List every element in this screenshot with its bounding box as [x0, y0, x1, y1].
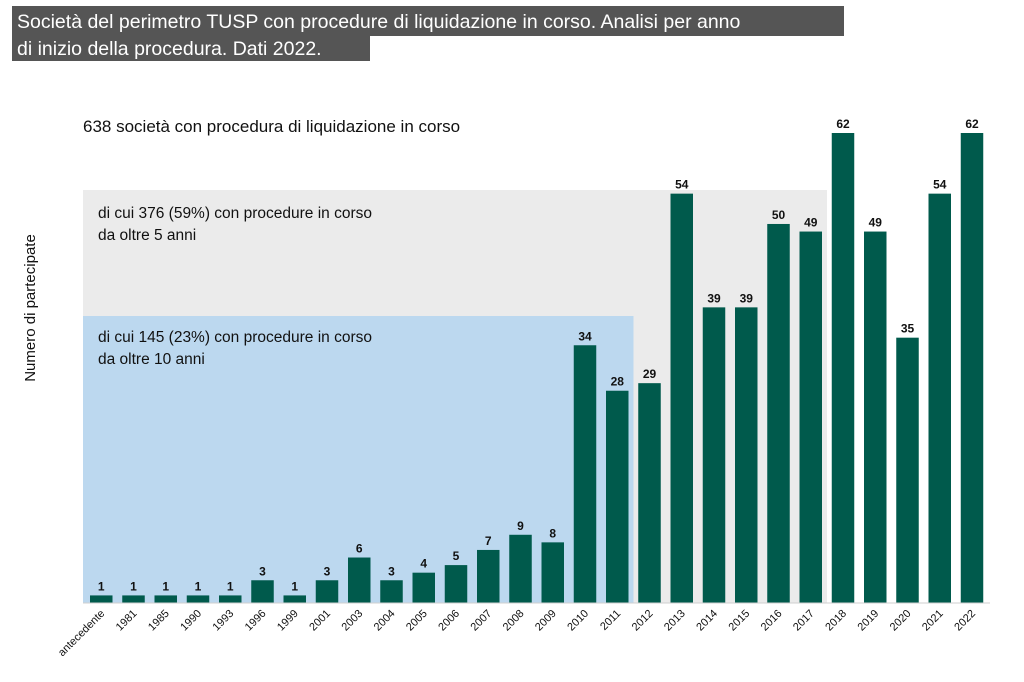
value-label-2008: 9 [517, 519, 524, 533]
x-tick-label-2007: 2007 [469, 608, 495, 634]
bar-2010 [573, 345, 597, 603]
x-tick-label-2015: 2015 [727, 608, 753, 634]
bar-2013 [670, 193, 693, 604]
x-tick-label-2016: 2016 [759, 608, 785, 634]
x-tick-label-2014: 2014 [694, 608, 720, 634]
x-tick-label-1993: 1993 [211, 608, 237, 634]
bar-antecedente [90, 595, 113, 603]
title-background-1 [12, 6, 844, 36]
bar-2022 [960, 133, 984, 603]
bar-2001 [315, 580, 339, 603]
bar-1996 [251, 580, 274, 603]
annotation-5y-line-1: di cui 376 (59%) con procedure in corso [98, 205, 372, 222]
value-label-2004: 3 [388, 564, 395, 578]
value-label-2010: 34 [578, 329, 592, 343]
bar-2020 [896, 337, 919, 603]
value-label-2012: 29 [643, 367, 657, 381]
bar-1985 [154, 595, 177, 603]
x-tick-label-2001: 2001 [307, 608, 333, 634]
bar-1993 [219, 595, 242, 603]
chart-title-line-1: Società del perimetro TUSP con procedure… [17, 11, 741, 33]
value-label-2015: 39 [740, 291, 754, 305]
value-label-2017: 49 [804, 216, 818, 230]
value-label-2018: 62 [836, 117, 850, 131]
value-label-antecedente: 1 [98, 579, 105, 593]
value-label-1985: 1 [162, 579, 169, 593]
value-label-2022: 62 [965, 117, 979, 131]
bar-2018 [831, 133, 855, 603]
x-tick-label-1999: 1999 [275, 608, 301, 634]
x-tick-label-2009: 2009 [533, 608, 559, 634]
x-tick-label-2008: 2008 [501, 608, 527, 634]
bar-2021 [928, 193, 951, 604]
value-label-2005: 4 [420, 557, 427, 571]
x-tick-label-1985: 1985 [146, 608, 172, 634]
x-tick-label-2005: 2005 [404, 608, 430, 634]
value-label-1990: 1 [195, 579, 202, 593]
chart-title-line-2: di inizio della procedura. Dati 2022. [17, 38, 322, 60]
bar-2009 [541, 542, 564, 603]
x-tick-labels-group: antecedente 1981 1985 1990 1993 1996 1999 2001 2… [56, 608, 978, 659]
x-tick-label-2003: 2003 [340, 608, 366, 634]
x-tick-label-1981: 1981 [114, 608, 140, 634]
bar-2008 [509, 534, 532, 603]
value-label-2019: 49 [869, 216, 883, 230]
x-tick-label-2017: 2017 [791, 608, 817, 634]
x-tick-label-2006: 2006 [436, 608, 462, 634]
value-label-2001: 3 [324, 564, 331, 578]
value-label-2020: 35 [901, 322, 915, 336]
x-tick-label-2013: 2013 [662, 608, 688, 634]
x-tick-label-1996: 1996 [243, 608, 269, 634]
bar-2014 [702, 307, 726, 603]
bar-1981 [122, 595, 145, 603]
bar-2003 [348, 557, 371, 603]
chart-subtitle: 638 società con procedura di liquidazion… [83, 117, 460, 136]
value-label-1996: 3 [259, 564, 266, 578]
x-tick-label-2004: 2004 [372, 608, 398, 634]
bar-2004 [380, 580, 403, 603]
bar-2019 [864, 231, 887, 603]
x-tick-label-2012: 2012 [630, 608, 656, 634]
title-background-2 [12, 35, 370, 61]
bar-2007 [477, 549, 500, 603]
value-label-2007: 7 [485, 534, 492, 548]
bars-group [90, 133, 984, 604]
value-label-2009: 8 [549, 526, 556, 540]
bar-2011 [606, 390, 629, 603]
bar-2016 [767, 223, 790, 603]
x-tick-label-2020: 2020 [888, 608, 914, 634]
bar-1999 [283, 595, 306, 603]
annotation-10y-line-2: da oltre 10 anni [98, 351, 205, 368]
x-tick-label-2022: 2022 [952, 608, 978, 634]
value-label-1999: 1 [291, 579, 298, 593]
bar-2005 [412, 572, 435, 603]
bar-2017 [799, 231, 822, 603]
value-label-2014: 39 [707, 291, 721, 305]
x-tick-label-2019: 2019 [856, 608, 882, 634]
value-label-2016: 50 [772, 208, 786, 222]
value-label-2013: 54 [675, 178, 689, 192]
value-label-1981: 1 [130, 579, 137, 593]
annotation-5y-line-2: da oltre 5 anni [98, 227, 196, 244]
value-label-2021: 54 [933, 178, 947, 192]
x-tick-label-2018: 2018 [823, 608, 849, 634]
bar-1990 [186, 595, 210, 603]
x-tick-label-2011: 2011 [598, 608, 623, 633]
bar-2012 [638, 383, 661, 603]
x-tick-label-1990: 1990 [178, 608, 204, 634]
annotation-10y-line-1: di cui 145 (23%) con procedure in corso [98, 329, 372, 346]
value-label-2011: 28 [611, 375, 625, 389]
value-label-1993: 1 [227, 579, 234, 593]
y-axis-label: Numero di partecipate [22, 234, 39, 382]
bar-2006 [444, 565, 468, 603]
value-label-2006: 5 [453, 549, 460, 563]
x-tick-label-antecedente: antecedente [56, 608, 107, 659]
value-label-2003: 6 [356, 542, 363, 556]
x-tick-label-2021: 2021 [920, 608, 946, 634]
x-tick-label-2010: 2010 [565, 608, 591, 634]
bar-2015 [735, 307, 758, 603]
